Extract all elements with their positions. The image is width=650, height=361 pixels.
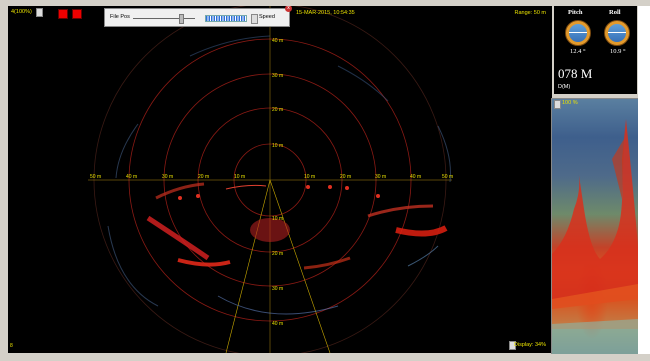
bottom-bar	[0, 354, 650, 361]
right-label-30: 30 m	[375, 174, 386, 180]
display-spinner[interactable]	[509, 341, 516, 350]
beam-edge-left	[225, 179, 271, 353]
range-label-down-40: 40 m	[272, 321, 283, 327]
range-rings	[88, 6, 452, 353]
speed-spinner[interactable]	[251, 14, 258, 24]
sonar-plot: 10 m 20 m 30 m 40 m 10 m 20 m 30 m 40 m …	[88, 6, 453, 353]
range-label-down-30: 30 m	[272, 286, 283, 292]
range-label-20: 20 m	[272, 107, 283, 113]
range-label-40: 40 m	[272, 38, 283, 44]
echogram-plot	[552, 119, 638, 355]
left-label-50: 50 m	[90, 174, 101, 180]
gain-label: 4(100%)	[11, 9, 32, 15]
roll-gauge	[604, 20, 630, 46]
range-label: Range: 50 m	[514, 10, 547, 16]
display-level: Display: 34%	[513, 342, 546, 348]
file-pos-track[interactable]	[133, 18, 195, 19]
stop-button[interactable]	[58, 9, 68, 19]
range-label-10: 10 m	[272, 143, 283, 149]
speed-label: Speed	[259, 14, 275, 20]
datetime-label: 15-MAR-2015, 10:54:35	[296, 10, 355, 16]
right-label-20: 20 m	[340, 174, 351, 180]
pitch-label: Pitch	[568, 9, 583, 16]
depth-unit-label: D(M)	[558, 84, 571, 90]
roll-label: Roll	[609, 9, 621, 16]
range-label-down-10: 10 m	[272, 216, 283, 222]
record-button[interactable]	[72, 9, 82, 19]
right-edge-panel	[638, 6, 650, 354]
range-label-30: 30 m	[272, 73, 283, 79]
roll-value: 10.9 °	[610, 48, 626, 55]
gain-spinner[interactable]	[36, 8, 43, 17]
sonar-display[interactable]: 10 m 20 m 30 m 40 m 10 m 20 m 30 m 40 m …	[8, 6, 552, 353]
left-label-40: 40 m	[126, 174, 137, 180]
echogram-percent: 100 %	[562, 100, 578, 106]
depth-readout: 078 M	[558, 66, 593, 81]
right-label-10: 10 m	[304, 174, 315, 180]
file-pos-label: File Pos	[110, 14, 130, 20]
range-label-down-20: 20 m	[272, 251, 283, 257]
sonar-echoes	[107, 35, 451, 315]
speed-bar[interactable]	[205, 15, 247, 22]
pitch-value: 12.4 °	[570, 48, 586, 55]
echogram-spinner[interactable]	[554, 100, 561, 109]
corner-indicator: 8	[10, 343, 13, 349]
right-label-50: 50 m	[442, 174, 453, 180]
close-icon[interactable]: x	[285, 6, 292, 12]
left-label-30: 30 m	[162, 174, 173, 180]
pitch-gauge	[565, 20, 591, 46]
right-label-40: 40 m	[410, 174, 421, 180]
file-position-toolbar: File Pos Speed x	[104, 6, 292, 27]
attitude-panel: Pitch Roll 12.4 ° 10.9 ° 078 M D(M)	[554, 6, 637, 94]
left-label-20: 20 m	[198, 174, 209, 180]
left-label-10: 10 m	[234, 174, 245, 180]
echogram-panel[interactable]: 100 %	[551, 98, 639, 356]
file-pos-slider-thumb[interactable]	[179, 14, 184, 24]
beam-edge-right	[269, 179, 331, 353]
